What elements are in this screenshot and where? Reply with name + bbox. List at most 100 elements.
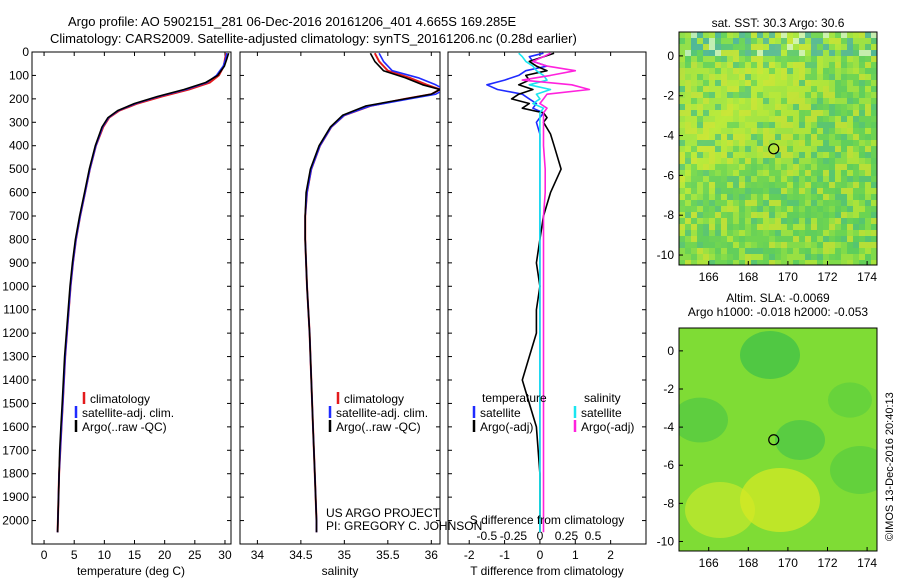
sst-cell	[769, 260, 775, 265]
sst-cell	[685, 218, 691, 224]
sla-map	[679, 328, 877, 551]
sst-cell	[739, 260, 745, 265]
sst-cell	[799, 194, 805, 200]
sst-cell	[769, 32, 775, 38]
sst-cell	[703, 248, 709, 254]
sst-cell	[853, 68, 859, 74]
sst-cell	[835, 32, 841, 38]
sst-cell	[775, 98, 781, 104]
sst-cell	[823, 80, 829, 86]
depth-tick-label: 200	[9, 92, 29, 106]
sst-cell	[721, 74, 727, 80]
sst-cell	[685, 224, 691, 230]
sst-cell	[835, 236, 841, 242]
sst-cell	[727, 152, 733, 158]
map-x-tick-label: 168	[738, 270, 758, 284]
sst-cell	[793, 152, 799, 158]
sst-cell	[835, 74, 841, 80]
sst-cell	[721, 38, 727, 44]
sst-cell	[751, 44, 757, 50]
sst-cell	[763, 170, 769, 176]
sst-cell	[691, 248, 697, 254]
sst-cell	[721, 260, 727, 265]
sst-cell	[709, 92, 715, 98]
sst-cell	[841, 194, 847, 200]
sst-cell	[841, 68, 847, 74]
sst-cell	[679, 218, 685, 224]
sst-cell	[745, 140, 751, 146]
sst-cell	[871, 104, 877, 110]
sst-cell	[847, 110, 853, 116]
temperature-ticks: 0 5 10 15 20 25 30	[41, 52, 232, 562]
sst-cell	[709, 182, 715, 188]
sst-cell	[847, 62, 853, 68]
sst-cell	[721, 170, 727, 176]
depth-tick-label: 800	[9, 232, 29, 246]
x-tick-label: 34	[251, 548, 265, 562]
sst-cell	[721, 92, 727, 98]
sst-cell	[703, 206, 709, 212]
sst-cell	[763, 248, 769, 254]
sst-cell	[745, 212, 751, 218]
sst-cell	[715, 164, 721, 170]
sst-cell	[751, 218, 757, 224]
sst-cell	[823, 200, 829, 206]
sst-cell	[757, 50, 763, 56]
sst-cell	[703, 98, 709, 104]
sst-cell	[703, 128, 709, 134]
sst-cell	[679, 98, 685, 104]
sst-cell	[703, 260, 709, 265]
sst-cell	[685, 236, 691, 242]
sst-cell	[793, 176, 799, 182]
sst-cell	[751, 110, 757, 116]
sst-cell	[817, 116, 823, 122]
sst-cell	[697, 194, 703, 200]
sst-cell	[685, 188, 691, 194]
sst-cell	[709, 218, 715, 224]
sst-cell	[817, 152, 823, 158]
x-tick-label: 5	[71, 548, 78, 562]
sst-cell	[763, 62, 769, 68]
sst-cell	[691, 56, 697, 62]
x-tick-label: 0	[537, 548, 544, 562]
sst-cell	[871, 92, 877, 98]
sst-cell	[685, 74, 691, 80]
sst-cell	[739, 50, 745, 56]
sst-cell	[751, 170, 757, 176]
sst-cell	[709, 188, 715, 194]
sst-cell	[805, 176, 811, 182]
sst-cell	[685, 104, 691, 110]
sla-map-title: Altim. SLA: -0.0069	[726, 291, 830, 305]
x-tick-label: -1	[499, 548, 510, 562]
sst-cell	[781, 74, 787, 80]
sst-cell	[751, 146, 757, 152]
sst-cell	[871, 62, 877, 68]
sst-cell	[751, 254, 757, 260]
sst-cell	[793, 194, 799, 200]
sst-cell	[835, 68, 841, 74]
sst-cell	[841, 230, 847, 236]
sst-cell	[835, 200, 841, 206]
sst-cell	[715, 32, 721, 38]
sst-cell	[685, 146, 691, 152]
sst-cell	[781, 170, 787, 176]
sst-cell	[727, 32, 733, 38]
sst-cell	[859, 122, 865, 128]
sst-cell	[829, 242, 835, 248]
temperature-profiles	[56, 52, 230, 533]
legend-label-t-argo: Argo(-adj)	[480, 420, 533, 434]
sst-cell	[757, 140, 763, 146]
sst-cell	[781, 134, 787, 140]
sst-cell	[871, 74, 877, 80]
sst-cell	[847, 146, 853, 152]
sst-cell	[733, 236, 739, 242]
sst-cell	[781, 38, 787, 44]
sst-cell	[745, 38, 751, 44]
sst-cell	[733, 116, 739, 122]
map-y-tick-label: -8	[663, 496, 674, 510]
sst-cell	[775, 128, 781, 134]
sst-cell	[835, 116, 841, 122]
sst-cell	[709, 224, 715, 230]
sst-cell	[859, 176, 865, 182]
sst-cell	[787, 158, 793, 164]
